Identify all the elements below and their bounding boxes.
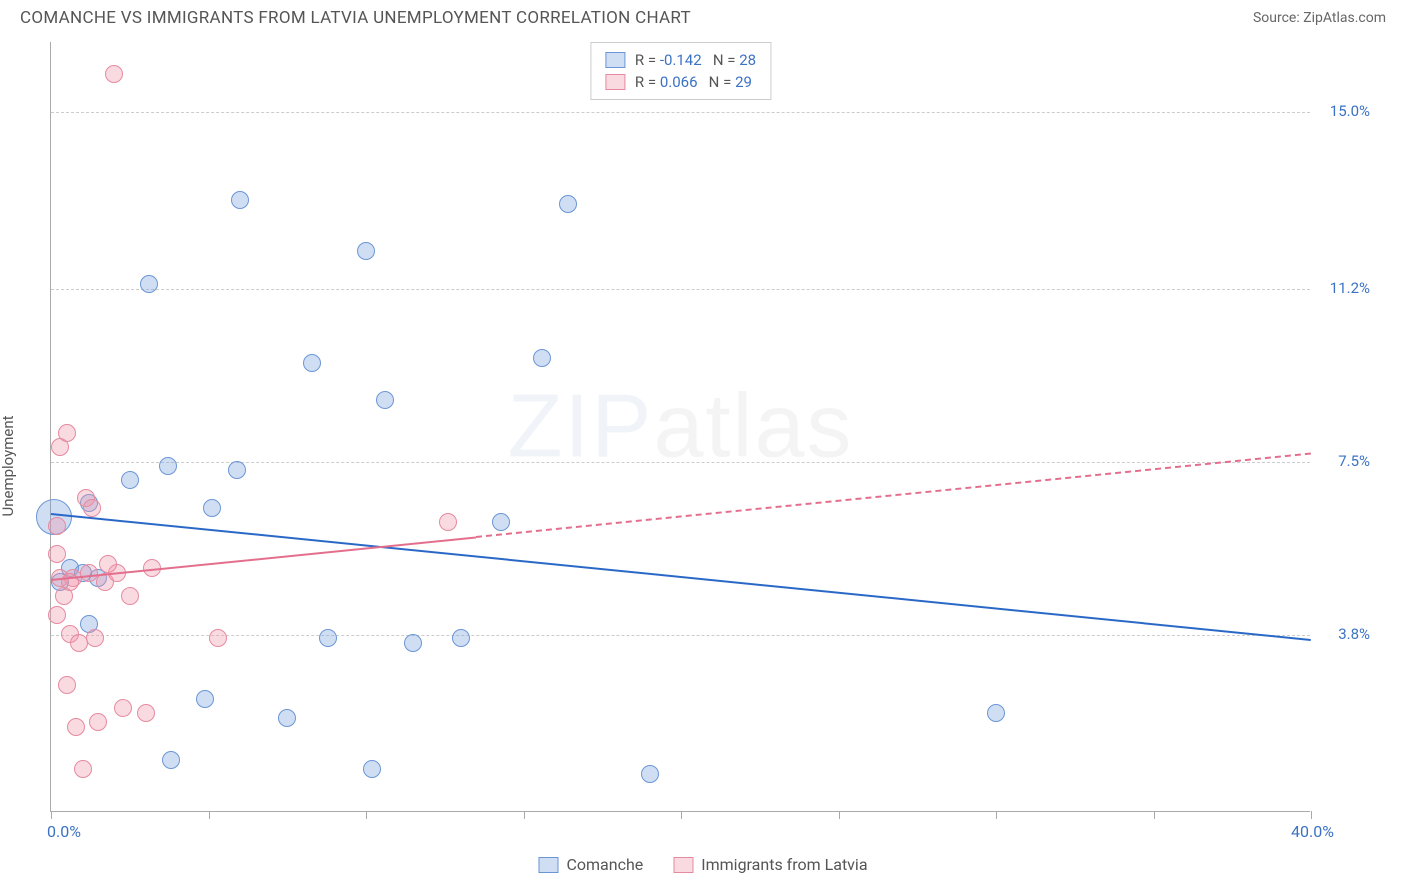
- scatter-point: [278, 709, 296, 727]
- scatter-point: [83, 499, 101, 517]
- legend-swatch: [605, 74, 625, 90]
- scatter-point: [74, 760, 92, 778]
- legend-swatch: [538, 857, 558, 873]
- x-tick: [1311, 811, 1312, 819]
- scatter-point: [99, 555, 117, 573]
- legend-item: Immigrants from Latvia: [673, 855, 867, 874]
- x-axis-label: 40.0%: [1291, 822, 1334, 841]
- x-tick: [1154, 811, 1155, 819]
- x-tick: [681, 811, 682, 819]
- scatter-point: [140, 275, 158, 293]
- scatter-point: [357, 242, 375, 260]
- scatter-point: [363, 760, 381, 778]
- scatter-point: [492, 513, 510, 531]
- y-tick-label: 7.5%: [1338, 452, 1370, 470]
- x-axis-label: 0.0%: [47, 822, 81, 841]
- scatter-point: [162, 751, 180, 769]
- x-tick: [839, 811, 840, 819]
- scatter-point: [209, 629, 227, 647]
- scatter-point: [67, 718, 85, 736]
- grid-line: [51, 289, 1310, 290]
- legend-swatch: [605, 52, 625, 68]
- scatter-point: [228, 461, 246, 479]
- scatter-point: [533, 349, 551, 367]
- scatter-point: [303, 354, 321, 372]
- scatter-point: [319, 629, 337, 647]
- chart-header: COMANCHE VS IMMIGRANTS FROM LATVIA UNEMP…: [0, 0, 1406, 32]
- scatter-point: [121, 471, 139, 489]
- watermark-atlas: atlas: [653, 376, 853, 476]
- series-legend: Comanche Immigrants from Latvia: [538, 855, 867, 874]
- x-tick: [524, 811, 525, 819]
- legend-r-label: R = 0.066 N = 29: [635, 73, 752, 91]
- scatter-point: [105, 65, 123, 83]
- x-tick: [51, 811, 52, 819]
- y-tick-label: 11.2%: [1330, 279, 1370, 297]
- y-axis-label: Unemployment: [0, 415, 17, 516]
- scatter-point: [439, 513, 457, 531]
- y-tick-label: 3.8%: [1338, 625, 1370, 643]
- scatter-point: [89, 713, 107, 731]
- scatter-point: [48, 545, 66, 563]
- scatter-point: [48, 606, 66, 624]
- scatter-point: [231, 191, 249, 209]
- legend-label: Comanche: [566, 855, 643, 874]
- scatter-point: [196, 690, 214, 708]
- trend-line: [51, 513, 1311, 641]
- scatter-point: [86, 629, 104, 647]
- scatter-point: [114, 699, 132, 717]
- trend-line: [476, 453, 1311, 538]
- scatter-point: [58, 424, 76, 442]
- scatter-point: [404, 634, 422, 652]
- chart-container: Unemployment ZIPatlas R = -0.142 N = 28R…: [0, 32, 1406, 882]
- correlation-legend: R = -0.142 N = 28 R = 0.066 N = 29: [590, 42, 771, 100]
- x-tick: [209, 811, 210, 819]
- scatter-point: [159, 457, 177, 475]
- scatter-point: [559, 195, 577, 213]
- grid-line: [51, 112, 1310, 113]
- legend-r-label: R = -0.142 N = 28: [635, 51, 756, 69]
- scatter-point: [121, 587, 139, 605]
- scatter-point: [452, 629, 470, 647]
- scatter-point: [376, 391, 394, 409]
- plot-area: ZIPatlas R = -0.142 N = 28 R = 0.066 N = …: [50, 42, 1310, 812]
- chart-title: COMANCHE VS IMMIGRANTS FROM LATVIA UNEMP…: [20, 8, 691, 28]
- legend-row: R = 0.066 N = 29: [605, 71, 756, 93]
- x-tick: [996, 811, 997, 819]
- scatter-point: [203, 499, 221, 517]
- grid-line: [51, 635, 1310, 636]
- scatter-point: [641, 765, 659, 783]
- scatter-point: [137, 704, 155, 722]
- legend-item: Comanche: [538, 855, 643, 874]
- scatter-point: [48, 517, 66, 535]
- legend-row: R = -0.142 N = 28: [605, 49, 756, 71]
- watermark-zip: ZIP: [507, 376, 653, 476]
- legend-label: Immigrants from Latvia: [701, 855, 867, 874]
- scatter-point: [987, 704, 1005, 722]
- chart-source: Source: ZipAtlas.com: [1253, 10, 1386, 26]
- legend-swatch: [673, 857, 693, 873]
- scatter-point: [58, 676, 76, 694]
- x-tick: [366, 811, 367, 819]
- y-tick-label: 15.0%: [1330, 102, 1370, 120]
